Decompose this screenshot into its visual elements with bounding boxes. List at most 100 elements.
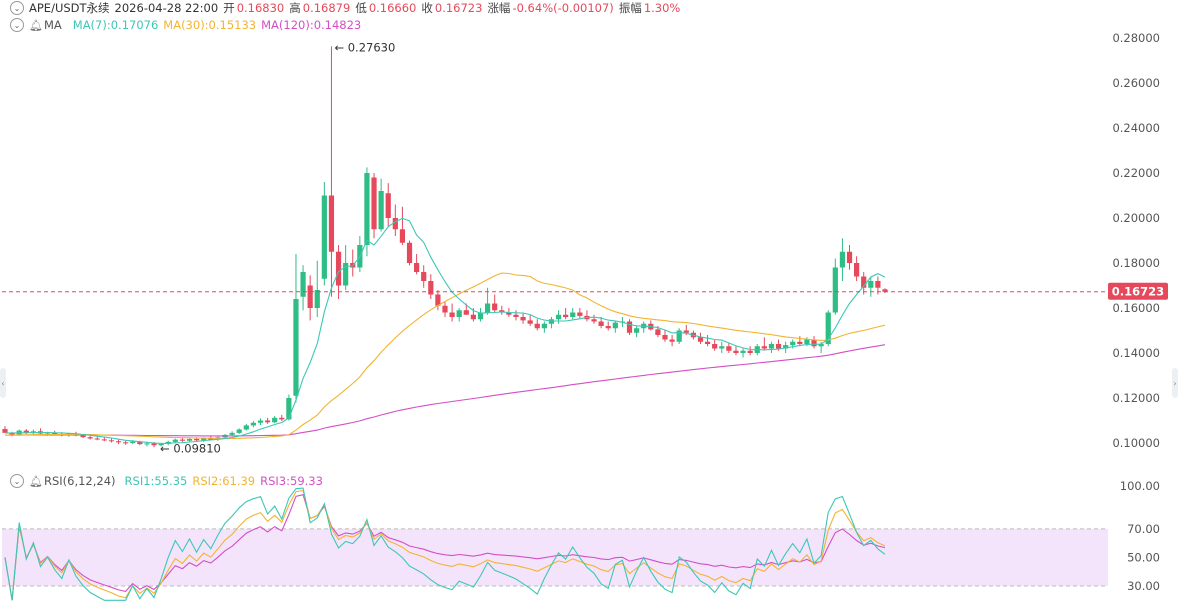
- candlestick: [264, 417, 271, 424]
- candlestick: [534, 319, 540, 331]
- candle-body: [477, 312, 484, 320]
- ma7-value: MA(7):0.17076: [72, 18, 159, 32]
- candle-body: [179, 439, 186, 441]
- collapse-chevron-icon[interactable]: ⌄: [10, 1, 24, 15]
- high-value: 0.16879: [302, 1, 351, 15]
- candlestick: [243, 423, 249, 431]
- rsi2-value: RSI2:61.39: [192, 474, 256, 488]
- candle-body: [761, 346, 767, 349]
- candle-body: [449, 312, 455, 317]
- candlestick: [378, 178, 384, 232]
- candle-body: [790, 341, 796, 346]
- candle-body: [108, 440, 115, 442]
- price-tick-label: 0.24000: [1112, 121, 1160, 135]
- candle-body: [201, 438, 207, 441]
- price-tick-label: 0.20000: [1112, 211, 1160, 225]
- candle-body: [87, 437, 93, 439]
- candlestick: [30, 429, 36, 435]
- candlestick: [527, 314, 533, 326]
- candle-body: [208, 438, 214, 440]
- candle-body: [279, 417, 285, 420]
- candle-body: [123, 442, 129, 444]
- candle-body: [378, 191, 384, 230]
- collapse-chevron-icon[interactable]: ⌄: [10, 474, 24, 488]
- candle-body: [286, 398, 292, 420]
- candlestick: [605, 321, 611, 331]
- candle-body: [293, 299, 299, 396]
- candlestick: [343, 245, 349, 290]
- candle-body: [115, 441, 122, 443]
- candle-body: [804, 339, 810, 344]
- ma7-line: [4, 217, 886, 444]
- ma-legend: ⌄ 🔔︎ MA MA(7):0.17076 MA(30):0.15133 MA(…: [10, 18, 366, 32]
- candle-body: [456, 310, 462, 317]
- candle-body: [520, 317, 526, 321]
- candlestick: [399, 206, 406, 245]
- candlestick: [442, 301, 448, 317]
- open-value: 0.16830: [236, 1, 285, 15]
- candle-body: [719, 346, 725, 349]
- rsi-tick-label: 50.00: [1127, 550, 1160, 564]
- candle-body: [80, 435, 86, 438]
- candle-body: [470, 314, 476, 320]
- candlestick: [314, 260, 320, 317]
- candle-body: [534, 323, 540, 329]
- candlestick: [385, 183, 391, 227]
- candlestick: [87, 435, 93, 440]
- candlestick: [577, 308, 583, 319]
- candle-body: [172, 439, 178, 442]
- candle-body: [669, 339, 675, 342]
- candle-body: [243, 425, 249, 430]
- candlestick: [797, 336, 803, 347]
- candlestick: [612, 321, 618, 333]
- candlestick: [598, 317, 604, 329]
- price-tick-label: 0.12000: [1112, 391, 1160, 405]
- candle-body: [726, 346, 732, 351]
- high-annotation: ← 0.27630: [334, 40, 395, 54]
- candlestick: [307, 275, 313, 321]
- collapse-chevron-icon[interactable]: ⌄: [10, 18, 24, 32]
- candlestick: [428, 274, 434, 299]
- candlestick: [555, 310, 562, 324]
- candle-body: [577, 312, 583, 316]
- candle-body: [591, 319, 597, 322]
- ma120-value: MA(120):0.14823: [261, 18, 362, 32]
- candlestick: [371, 173, 377, 239]
- candlestick: [513, 310, 519, 321]
- right-scroll-handle[interactable]: ›: [1172, 368, 1178, 398]
- rsi1-value: RSI1:55.35: [124, 474, 188, 488]
- visibility-bell-icon[interactable]: 🔔︎: [29, 18, 43, 32]
- candlestick: [300, 265, 306, 311]
- candle-body: [307, 285, 313, 308]
- candlestick: [492, 294, 498, 313]
- candle-body: [321, 195, 327, 279]
- candle-body: [775, 344, 782, 349]
- candlestick: [414, 254, 420, 275]
- visibility-bell-icon[interactable]: 🔔︎: [29, 474, 43, 488]
- candlestick: [2, 426, 8, 433]
- candle-body: [854, 263, 860, 277]
- candlestick: [520, 312, 526, 324]
- candle-body: [506, 312, 512, 315]
- candle-body: [492, 303, 498, 311]
- ma30-line: [4, 272, 886, 439]
- close-label: 收: [421, 1, 433, 15]
- candle-body: [435, 294, 441, 306]
- candle-body: [882, 289, 888, 292]
- candlestick: [563, 308, 569, 320]
- candlestick: [293, 254, 299, 403]
- rsi-indicator-name: RSI(6,12,24): [43, 474, 116, 488]
- candle-body: [385, 193, 391, 218]
- candle-body: [626, 321, 633, 333]
- candle-body: [740, 350, 746, 353]
- candle-body: [570, 312, 576, 317]
- candle-body: [612, 322, 618, 329]
- price-tick-label: 0.18000: [1112, 256, 1160, 270]
- candlestick: [662, 330, 668, 342]
- candle-body: [861, 276, 867, 288]
- left-scroll-handle[interactable]: ‹: [0, 368, 6, 398]
- candle-body: [392, 218, 398, 230]
- candlestick: [477, 308, 484, 322]
